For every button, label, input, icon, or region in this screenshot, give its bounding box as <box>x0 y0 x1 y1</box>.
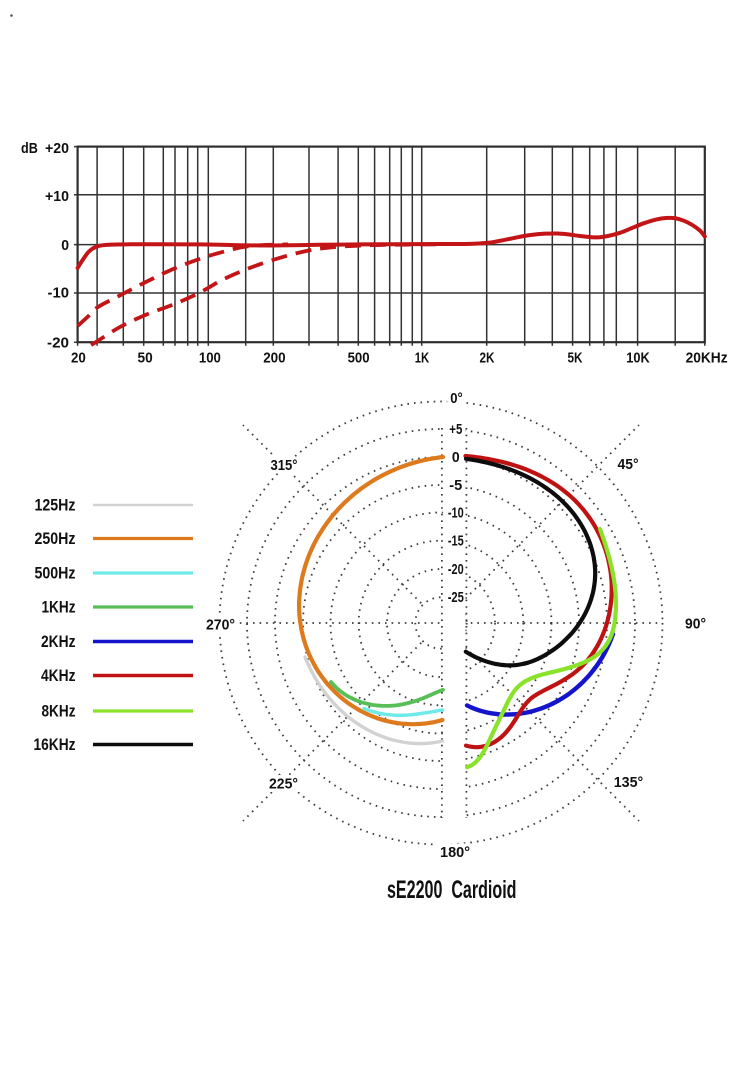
svg-text:90°: 90° <box>685 617 706 633</box>
svg-text:+10: +10 <box>45 188 69 205</box>
svg-text:+5: +5 <box>449 422 462 438</box>
svg-text:0: 0 <box>61 237 69 254</box>
svg-text:0: 0 <box>452 450 460 466</box>
svg-text:180°: 180° <box>440 845 470 861</box>
svg-text:1KHz: 1KHz <box>42 598 76 617</box>
svg-text:0°: 0° <box>450 391 463 407</box>
svg-text:500: 500 <box>348 350 370 367</box>
svg-text:dB: dB <box>21 140 38 157</box>
svg-text:500Hz: 500Hz <box>35 564 76 583</box>
svg-text:100: 100 <box>199 350 221 367</box>
svg-text:270°: 270° <box>206 618 235 634</box>
svg-text:-25: -25 <box>448 590 464 606</box>
svg-text:20KHz: 20KHz <box>686 350 728 367</box>
svg-text:-15: -15 <box>448 534 464 550</box>
svg-text:1K: 1K <box>415 350 430 367</box>
svg-text:8KHz: 8KHz <box>42 702 76 721</box>
svg-text:200: 200 <box>263 350 285 367</box>
svg-text:+20: +20 <box>45 140 69 157</box>
svg-text:45°: 45° <box>618 457 639 473</box>
svg-text:250Hz: 250Hz <box>35 529 76 548</box>
svg-text:-10: -10 <box>448 505 464 521</box>
svg-text:-5: -5 <box>449 478 462 494</box>
svg-text:-10: -10 <box>48 285 70 302</box>
svg-text:20: 20 <box>71 350 86 367</box>
svg-text:sE2200 Cardioid: sE2200 Cardioid <box>387 876 517 904</box>
svg-text:2KHz: 2KHz <box>41 632 76 651</box>
svg-text:315°: 315° <box>271 458 298 474</box>
svg-text:2K: 2K <box>480 350 495 367</box>
svg-text:125Hz: 125Hz <box>35 496 76 515</box>
svg-text:-20: -20 <box>448 562 464 578</box>
svg-text:50: 50 <box>138 350 153 367</box>
svg-text:5K: 5K <box>568 350 583 367</box>
svg-text:135°: 135° <box>614 775 644 791</box>
svg-text:16KHz: 16KHz <box>34 735 76 754</box>
svg-text:4KHz: 4KHz <box>41 666 76 685</box>
svg-text:10K: 10K <box>626 350 650 367</box>
svg-text:225°: 225° <box>269 777 298 793</box>
svg-text:-20: -20 <box>47 335 69 352</box>
